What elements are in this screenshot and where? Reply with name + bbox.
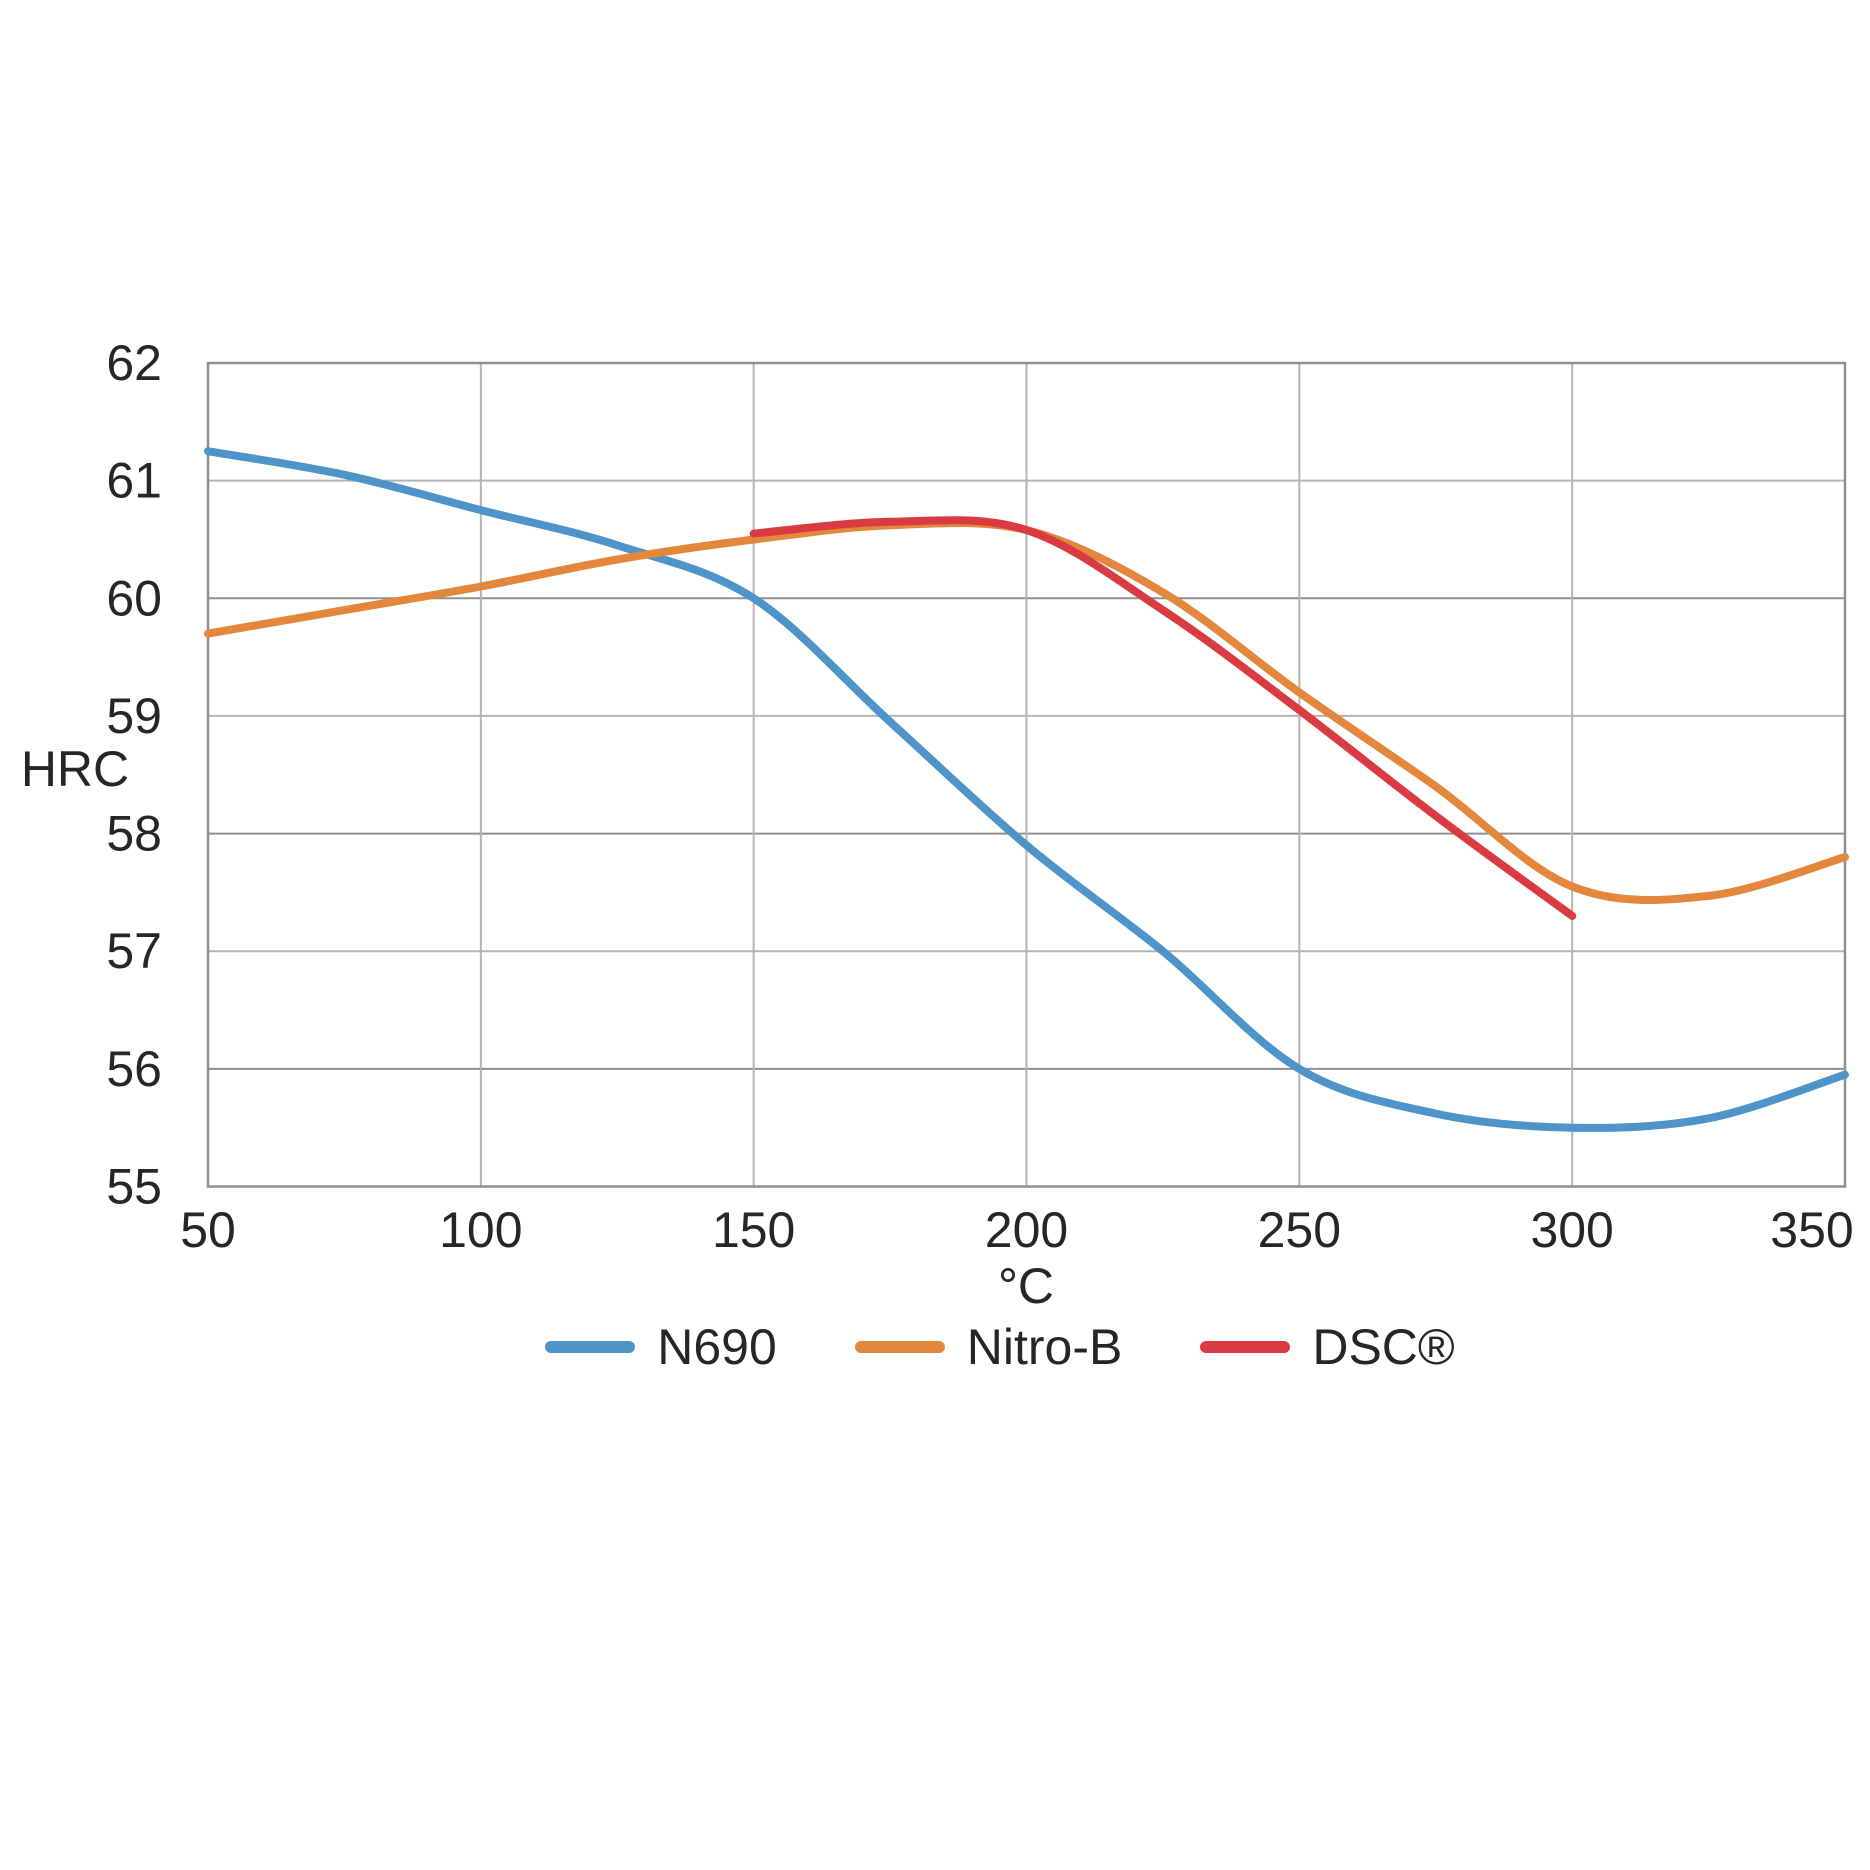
y-tick-label-61: 61 <box>106 453 162 509</box>
series-line-dsc <box>749 516 1577 920</box>
x-tick-label-350: 350 <box>1770 1202 1853 1258</box>
legend: N690 Nitro-B DSC® <box>130 1322 1870 1372</box>
y-tick-label-62: 62 <box>106 335 162 391</box>
legend-swatch-n690 <box>545 1341 636 1353</box>
x-tick-label-250: 250 <box>1258 1202 1341 1258</box>
legend-swatch-dsc <box>1200 1341 1291 1353</box>
x-tick-label-200: 200 <box>985 1202 1068 1258</box>
plot-border <box>206 361 1847 1188</box>
y-tick-label-57: 57 <box>106 923 162 979</box>
legend-label-n690: N690 <box>657 1319 777 1375</box>
tick-layer: 55 56 57 58 59 60 61 62 50 100 150 200 250 300 350 <box>106 335 1853 1258</box>
y-tick-label-56: 56 <box>106 1041 162 1097</box>
legend-label-dsc: DSC® <box>1312 1319 1455 1375</box>
x-tick-label-300: 300 <box>1530 1202 1613 1258</box>
x-tick-label-50: 50 <box>180 1202 236 1258</box>
y-tick-label-58: 58 <box>106 806 162 862</box>
legend-swatch-nitro-b <box>854 1341 945 1353</box>
series-layer <box>204 447 1849 1132</box>
x-tick-label-150: 150 <box>712 1202 795 1258</box>
grid-layer <box>206 361 1847 1188</box>
legend-label-nitro-b: Nitro-B <box>966 1319 1123 1375</box>
x-axis-label: °C <box>998 1258 1054 1314</box>
x-tick-label-100: 100 <box>439 1202 522 1258</box>
legend-item-n690: N690 <box>545 1322 777 1372</box>
y-axis-label: HRC <box>21 741 129 797</box>
series-line-n690 <box>204 447 1849 1132</box>
legend-item-nitro-b: Nitro-B <box>854 1319 1123 1375</box>
y-tick-label-60: 60 <box>106 570 162 626</box>
y-tick-label-59: 59 <box>106 688 162 744</box>
y-tick-label-55: 55 <box>106 1159 162 1215</box>
legend-item-dsc: DSC® <box>1200 1319 1455 1375</box>
